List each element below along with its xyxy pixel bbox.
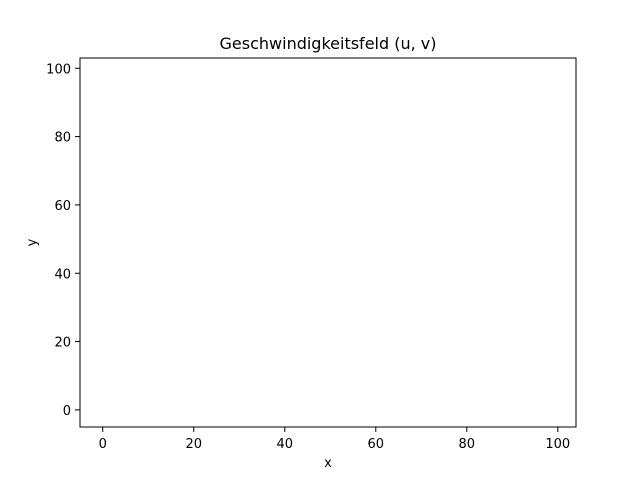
y-tick-label: 0 [63,404,71,419]
x-tick-label: 100 [545,437,570,452]
y-tick-label: 40 [54,267,71,282]
x-tick-label: 20 [185,437,202,452]
x-tick-label: 80 [459,437,476,452]
y-tick-label: 60 [54,199,71,214]
chart-title: Geschwindigkeitsfeld (u, v) [220,34,437,53]
x-axis-label: x [324,456,332,471]
y-tick-label: 100 [46,62,71,77]
y-axis-ticks: 0 20 40 60 80 100 [46,62,80,419]
y-axis-label: y [25,238,40,246]
x-tick-label: 40 [276,437,293,452]
x-axis-ticks: 0 20 40 60 80 100 [99,427,570,452]
plot-area [79,57,577,428]
y-tick-label: 80 [54,131,71,146]
x-tick-label: 60 [368,437,385,452]
x-tick-label: 0 [99,437,107,452]
y-tick-label: 20 [54,336,71,351]
